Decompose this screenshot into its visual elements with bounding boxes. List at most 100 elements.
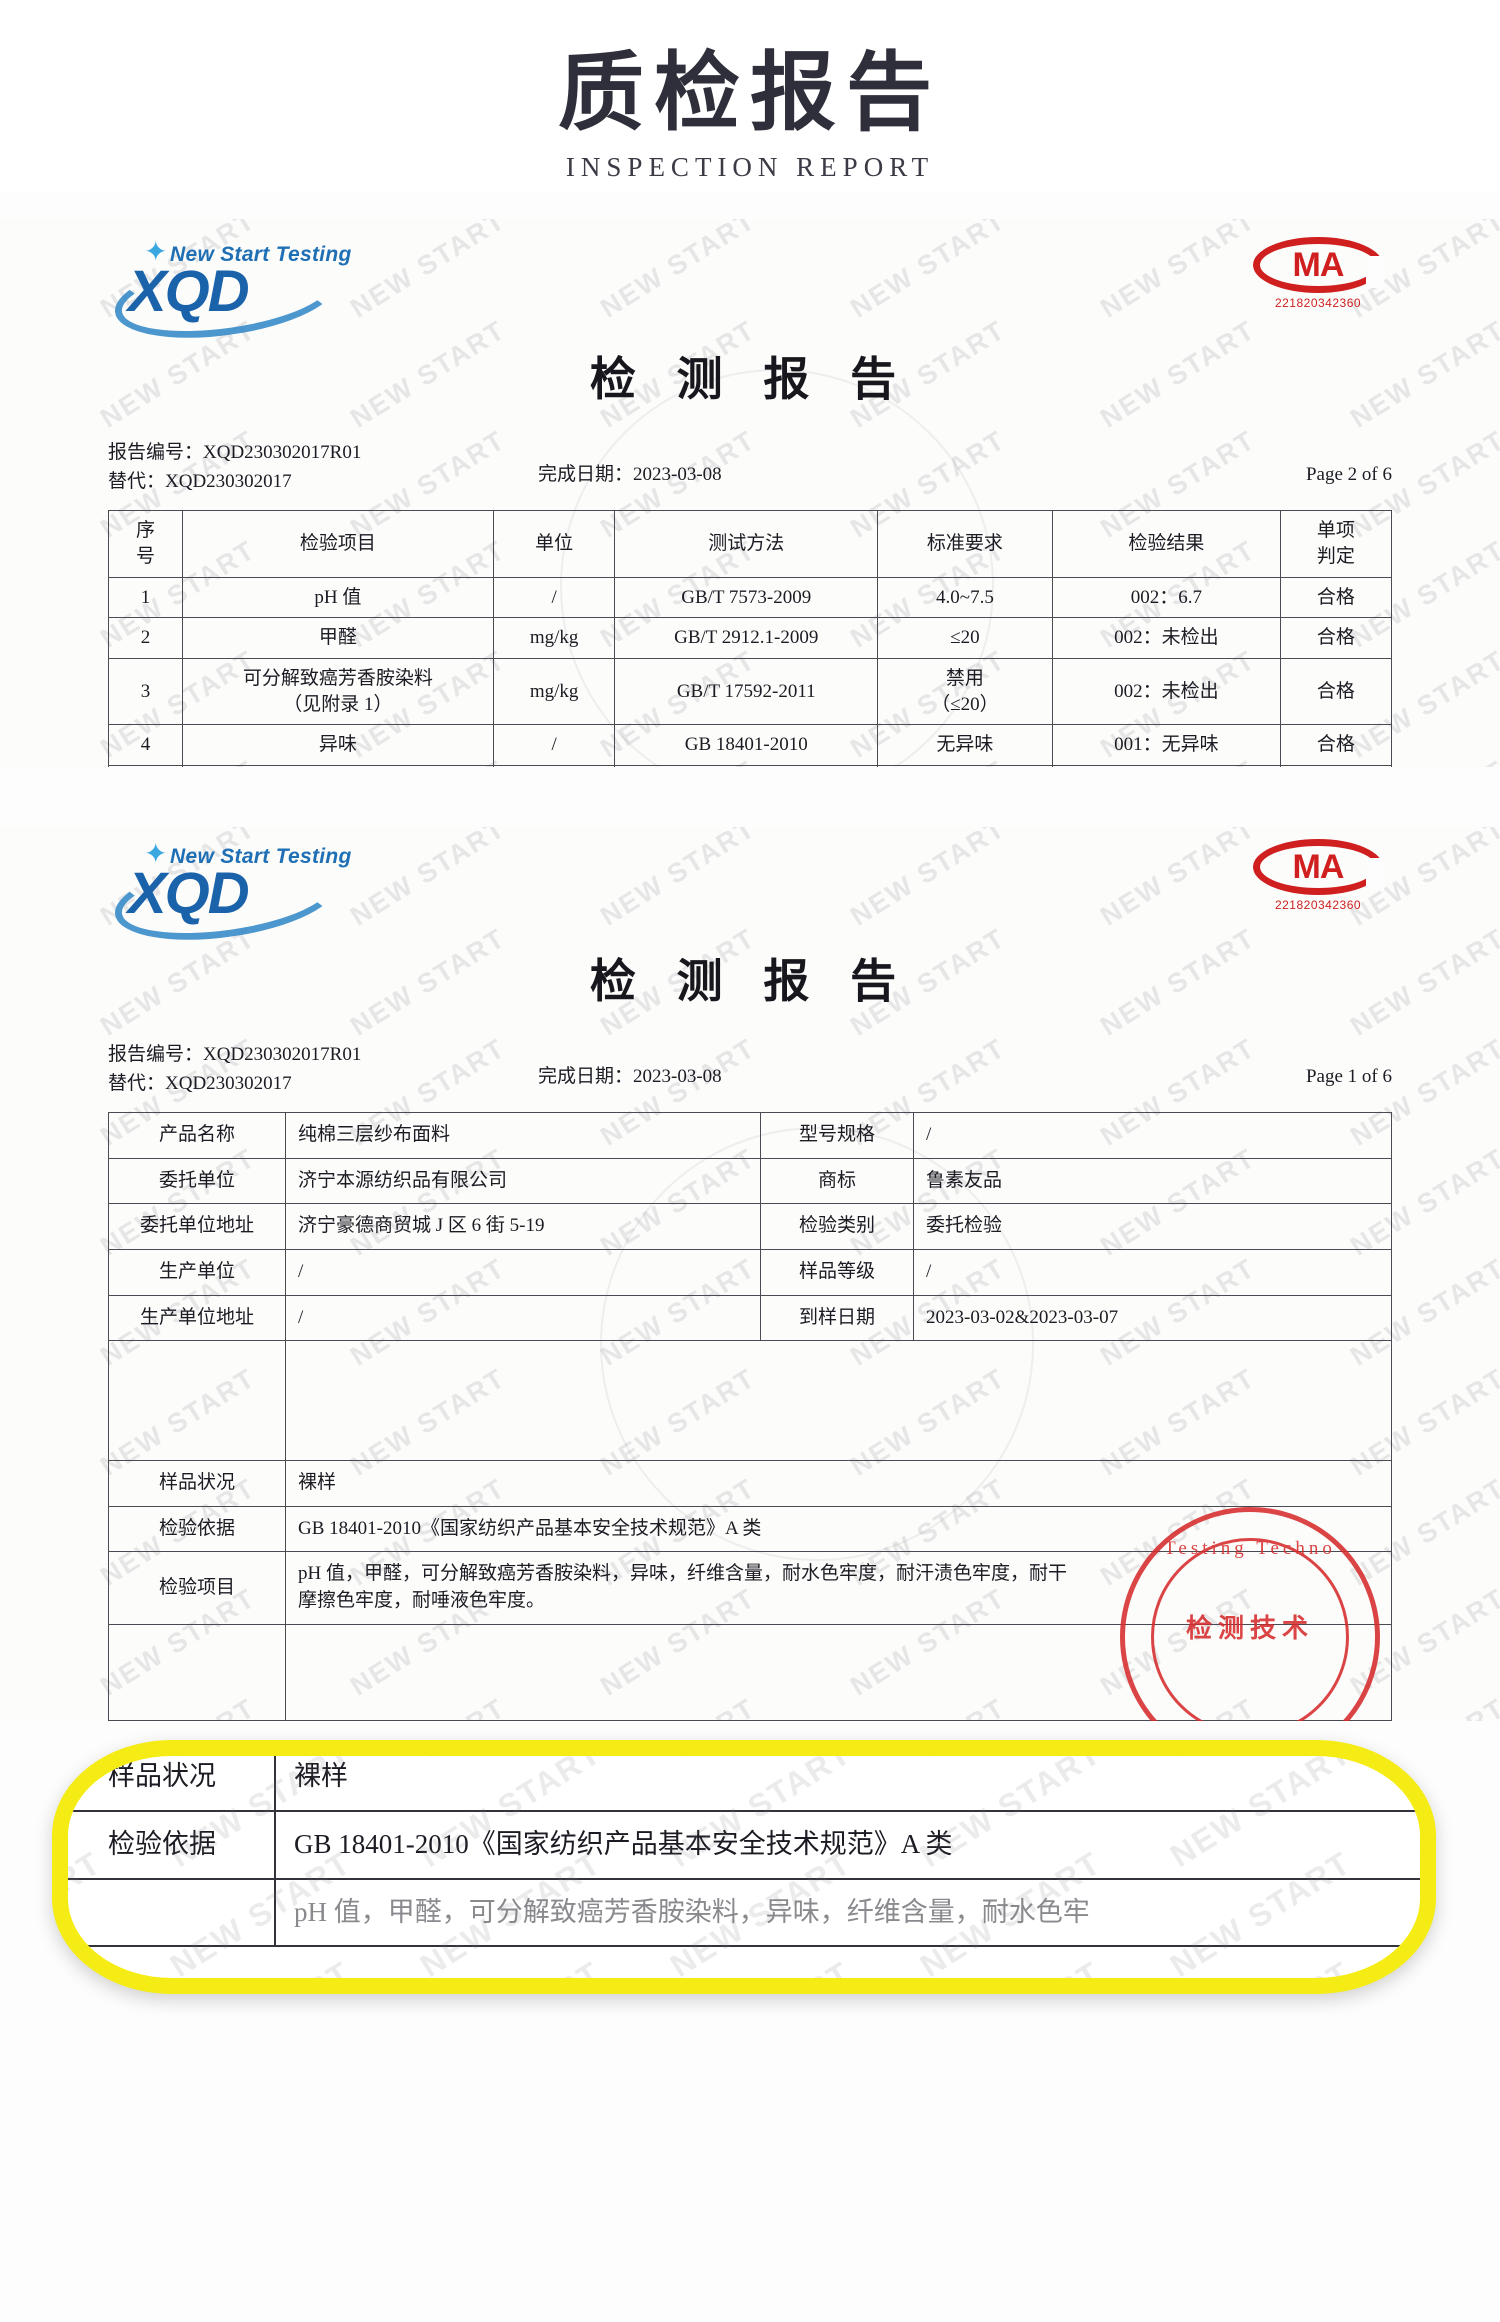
detail-value: 裸样 [285,1460,1392,1507]
callout-key-partial [68,1877,276,1948]
cell-method: GB/T 2912.1-2009 [614,617,879,659]
info-value: 纯棉三层纱布面料 [285,1112,761,1159]
callout-value-partial: pH 值，甲醛，可分解致癌芳香胺染料，异味，纤维含量，耐水色牢 [274,1877,1420,1948]
logo-wordmark: XQD [128,259,250,325]
cma-ring-icon: MA [1253,237,1384,294]
table-row: 委托单位地址 济宁豪德商贸城 J 区 6 街 5-19 检验类别 委托检验 [108,1203,1392,1251]
cell-result: 002：6.7 [1051,576,1281,619]
info-value-2: 2023-03-02&2023-03-07 [913,1294,1392,1342]
cell-method: GB/T 7573-2009 [614,576,879,619]
table-row: 2 甲醛 mg/kg GB/T 2912.1-2009 ≤20 002：未检出 … [107,617,1393,659]
report-no-label-1: 报告编号： [108,1044,204,1066]
callout-row: 检验依据 GB 18401-2010《国家纺织产品基本安全技术规范》A 类 [68,1809,1420,1880]
cell-result: 002：未检出 [1051,617,1281,659]
info-value-2: / [913,1249,1392,1296]
watermark-text: NEW START [1414,1954,1420,1978]
table-row: 5 纤维含量 % FZ/T 01057.2-2007 FZ/T 01057.3-… [107,764,1393,768]
cell-no: 3 [107,657,184,726]
table-row: 委托单位 济宁本源纺织品有限公司 商标 鲁素友品 [108,1157,1392,1205]
cell-item: 甲醛 [182,617,494,659]
logo-spark-icon: ✦ [144,839,168,871]
cell-verdict: 合格 [1279,724,1393,766]
cell-item: 纤维含量 [182,764,494,768]
sheet-header-1: ✦ New Start Testing XQD MA 221820342360 [108,839,1392,953]
page-title: 质检报告 [558,45,942,141]
cell-requirement: 4.0~7.5 [877,576,1053,619]
info-key-2: 到样日期 [760,1294,914,1342]
cma-number: 221820342360 [1274,898,1362,913]
table-row: 样品状况 裸样 [108,1460,1392,1507]
report-no-line-2: 报告编号：XQD230302017R01 [108,439,538,468]
cell-method: GB/T 17592-2011 [614,657,879,726]
cell-no: 4 [107,724,184,766]
cell-item: pH 值 [182,576,494,619]
detail-key: 样品状况 [108,1460,286,1507]
supersedes-value-2: XQD230302017 [165,470,292,492]
page-number-2: Page 2 of 6 [1305,464,1392,486]
supersedes-label-2: 替代： [108,470,166,492]
spacer-value-2 [285,1623,1392,1721]
table-row: 检验项目 pH 值，甲醛，可分解致癌芳香胺染料，异味，纤维含量，耐水色牢度，耐汗… [108,1551,1392,1625]
info-value: / [285,1249,761,1296]
info-key-2: 型号规格 [760,1112,914,1159]
cma-number: 221820342360 [1274,296,1362,311]
xqd-logo: ✦ New Start Testing XQD [108,237,408,351]
info-key: 委托单位 [108,1157,286,1205]
date-label-2: 完成日期： [538,464,634,486]
logo-tagline: New Start Testing [170,243,352,267]
cell-requirement: / [877,764,1053,768]
cell-unit: mg/kg [492,657,616,726]
detail-value: GB 18401-2010《国家纺织产品基本安全技术规范》A 类 [285,1505,1392,1553]
table-row-spacer [108,1340,1392,1462]
cell-method: FZ/T 01057.2-2007 FZ/T 01057.3-2007 [614,764,879,768]
watermark-text: NEW START [164,1954,358,1978]
report-no-line-1: 报告编号：XQD230302017R01 [108,1041,538,1070]
callout-row-partial: pH 值，甲醛，可分解致癌芳香胺染料，异味，纤维含量，耐水色牢 [68,1877,1420,1948]
watermark-text: NEW START [68,1954,108,1978]
sheet-divider [0,767,1500,801]
report-meta-1: 报告编号：XQD230302017R01 替代：XQD230302017 完成日… [108,1041,1392,1098]
masthead: 质检报告 INSPECTION REPORT [0,0,1500,194]
supersedes-line-1: 替代：XQD230302017 [108,1070,538,1099]
cell-verdict: 合格 [1279,657,1393,726]
cma-letters: MA [1292,245,1345,284]
cell-no: 5 [107,764,184,768]
info-value-2: / [913,1112,1392,1159]
th-item: 检验项目 [182,510,494,578]
table-row: 3 可分解致癌芳香胺染料 （见附录 1） mg/kg GB/T 17592-20… [107,657,1393,726]
detail-key: 检验依据 [108,1505,286,1553]
sheet-header-2: ✦ New Start Testing XQD MA 221820342360 [108,237,1392,351]
page-subtitle: INSPECTION REPORT [565,152,935,183]
table-header-row: 序 号 检验项目 单位 测试方法 标准要求 检验结果 单项 判定 [107,510,1393,578]
cell-requirement: 无异味 [877,724,1053,766]
cell-requirement: 禁用 （≤20） [877,657,1053,726]
callout-key: 检验依据 [68,1809,276,1880]
watermark-text: NEW START [914,1954,1108,1978]
detail-key: 检验项目 [108,1551,286,1625]
cell-result: 001：无异味 [1051,724,1281,766]
watermark-text: NEW START [664,1954,858,1978]
callout-content: NEW START NEW START NEW START NEW START NEW … [68,1756,1420,1978]
callout-value: 裸样 [274,1756,1420,1812]
product-info-table: 产品名称 纯棉三层纱布面料 型号规格 / 委托单位 济宁本源纺织品有限公司 商标… [108,1112,1392,1721]
date-value-2: 2023-03-08 [633,464,722,486]
report-title-1: 检 测 报 告 [589,955,911,1008]
cma-letters: MA [1292,847,1345,886]
cell-verdict: / [1279,764,1393,768]
table-row: 4 异味 / GB 18401-2010 无异味 001：无异味 合格 [107,724,1393,766]
date-label-1: 完成日期： [538,1066,634,1088]
date-value-1: 2023-03-08 [633,1066,722,1088]
callout-value: GB 18401-2010《国家纺织产品基本安全技术规范》A 类 [274,1809,1420,1880]
page-number-1: Page 1 of 6 [1305,1066,1392,1088]
info-key: 委托单位地址 [108,1203,286,1251]
logo-wordmark: XQD [128,861,250,927]
cell-verdict: 合格 [1279,576,1393,619]
supersedes-line-2: 替代：XQD230302017 [108,468,538,497]
xqd-logo-2: ✦ New Start Testing XQD [108,839,408,953]
callout-row: 样品状况 裸样 [68,1756,1420,1812]
th-unit: 单位 [492,510,616,578]
spacer-key-2 [108,1623,286,1721]
